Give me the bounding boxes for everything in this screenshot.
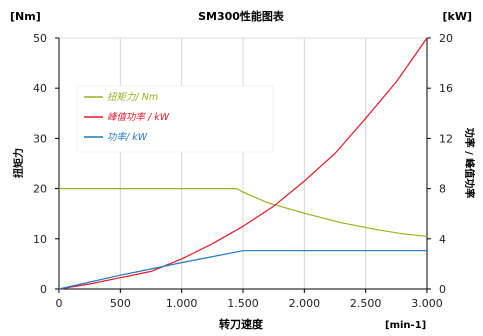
y-left-tick-label: 10 (33, 233, 47, 246)
ticks-layer: 0 500 1.000 1.500 2.000 2.500 3.00001020304050… (33, 32, 453, 310)
legend-label-power: 功率/ kW (107, 131, 148, 143)
series-torque-line (59, 188, 428, 237)
y-left-tick-label: 50 (33, 32, 47, 45)
y-left-tick-label: 0 (40, 283, 47, 296)
left-axis-unit: [Nm] (10, 10, 41, 23)
y-right-tick-label: 20 (439, 32, 453, 45)
x-tick-label: 1.500 (227, 297, 259, 310)
x-tick-label: 2.500 (350, 297, 382, 310)
legend-box (76, 85, 274, 153)
x-tick-label: 0 (56, 297, 63, 310)
x-tick-label: 2.000 (289, 297, 321, 310)
y-left-tick-label: 40 (33, 82, 47, 95)
x-axis-unit: [min-1] (385, 320, 426, 331)
series-power-line (58, 250, 427, 290)
y-right-tick-label: 16 (439, 82, 453, 95)
x-axis-title: 转刀速度 (219, 317, 264, 331)
y-right-tick-label: 0 (439, 283, 446, 296)
series-peak-power-line (58, 37, 428, 290)
left-axis-title: 扭矩力 (12, 148, 25, 178)
series-layer (58, 37, 428, 290)
chart-title: SM300性能图表 (198, 9, 285, 23)
x-tick-label: 500 (110, 297, 131, 310)
y-right-tick-label: 12 (439, 132, 453, 145)
right-axis-unit: [kW] (442, 10, 472, 23)
x-tick-label: 3.000 (411, 297, 443, 310)
x-tick-label: 1.000 (166, 297, 198, 310)
grid-layer (119, 38, 367, 289)
y-left-tick-label: 30 (33, 132, 47, 145)
legend-label-peak-power: 峰值功率 / kW (107, 111, 170, 123)
y-right-tick-label: 4 (439, 233, 446, 246)
right-axis-title: 功率 / 峰值功率 (463, 128, 476, 199)
y-left-tick-label: 20 (33, 183, 47, 196)
y-right-tick-label: 8 (439, 183, 446, 196)
legend-label-torque: 扭矩力/ Nm (107, 92, 158, 103)
legend: 扭矩力/ Nm 峰值功率 / kW 功率/ kW (76, 85, 274, 153)
